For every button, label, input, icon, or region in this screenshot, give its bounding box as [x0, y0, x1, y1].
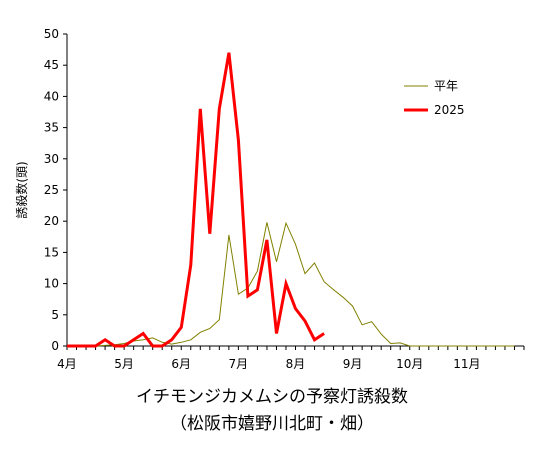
x-tick-label: 5月	[114, 357, 134, 371]
x-tick-label: 4月	[57, 357, 77, 371]
x-tick-label: 9月	[343, 357, 363, 371]
series-layer	[67, 52, 515, 348]
y-tick-label: 5	[51, 308, 59, 322]
y-tick-label: 25	[44, 183, 59, 197]
chart-subtitle: （松阪市嬉野川北町・畑）	[170, 414, 374, 434]
y-tick-label: 30	[44, 152, 59, 166]
y-tick-label: 50	[44, 27, 59, 41]
series-line-normal-year	[67, 221, 515, 347]
x-tick-label: 8月	[286, 357, 306, 371]
series-line-year-2025	[67, 52, 325, 348]
y-tick-label: 15	[44, 245, 59, 259]
x-tick-label: 6月	[171, 357, 191, 371]
y-axis-label: 誘殺数(頭)	[14, 161, 29, 218]
y-tick-label: 40	[44, 89, 59, 103]
y-tick-label: 20	[44, 214, 59, 228]
legend-label: 2025	[434, 103, 465, 117]
x-tick-label: 11月	[453, 357, 480, 371]
y-tick-label: 0	[51, 339, 59, 353]
chart-title: イチモンジカメムシの予察灯誘殺数	[136, 387, 408, 407]
legend: 平年 2025	[404, 79, 465, 117]
x-tick-label: 7月	[229, 357, 249, 371]
y-tick-label: 10	[44, 277, 59, 291]
x-tick-label: 10月	[396, 357, 423, 371]
legend-label: 平年	[434, 79, 458, 93]
y-tick-label: 35	[44, 121, 59, 135]
y-tick-label: 45	[44, 58, 59, 72]
